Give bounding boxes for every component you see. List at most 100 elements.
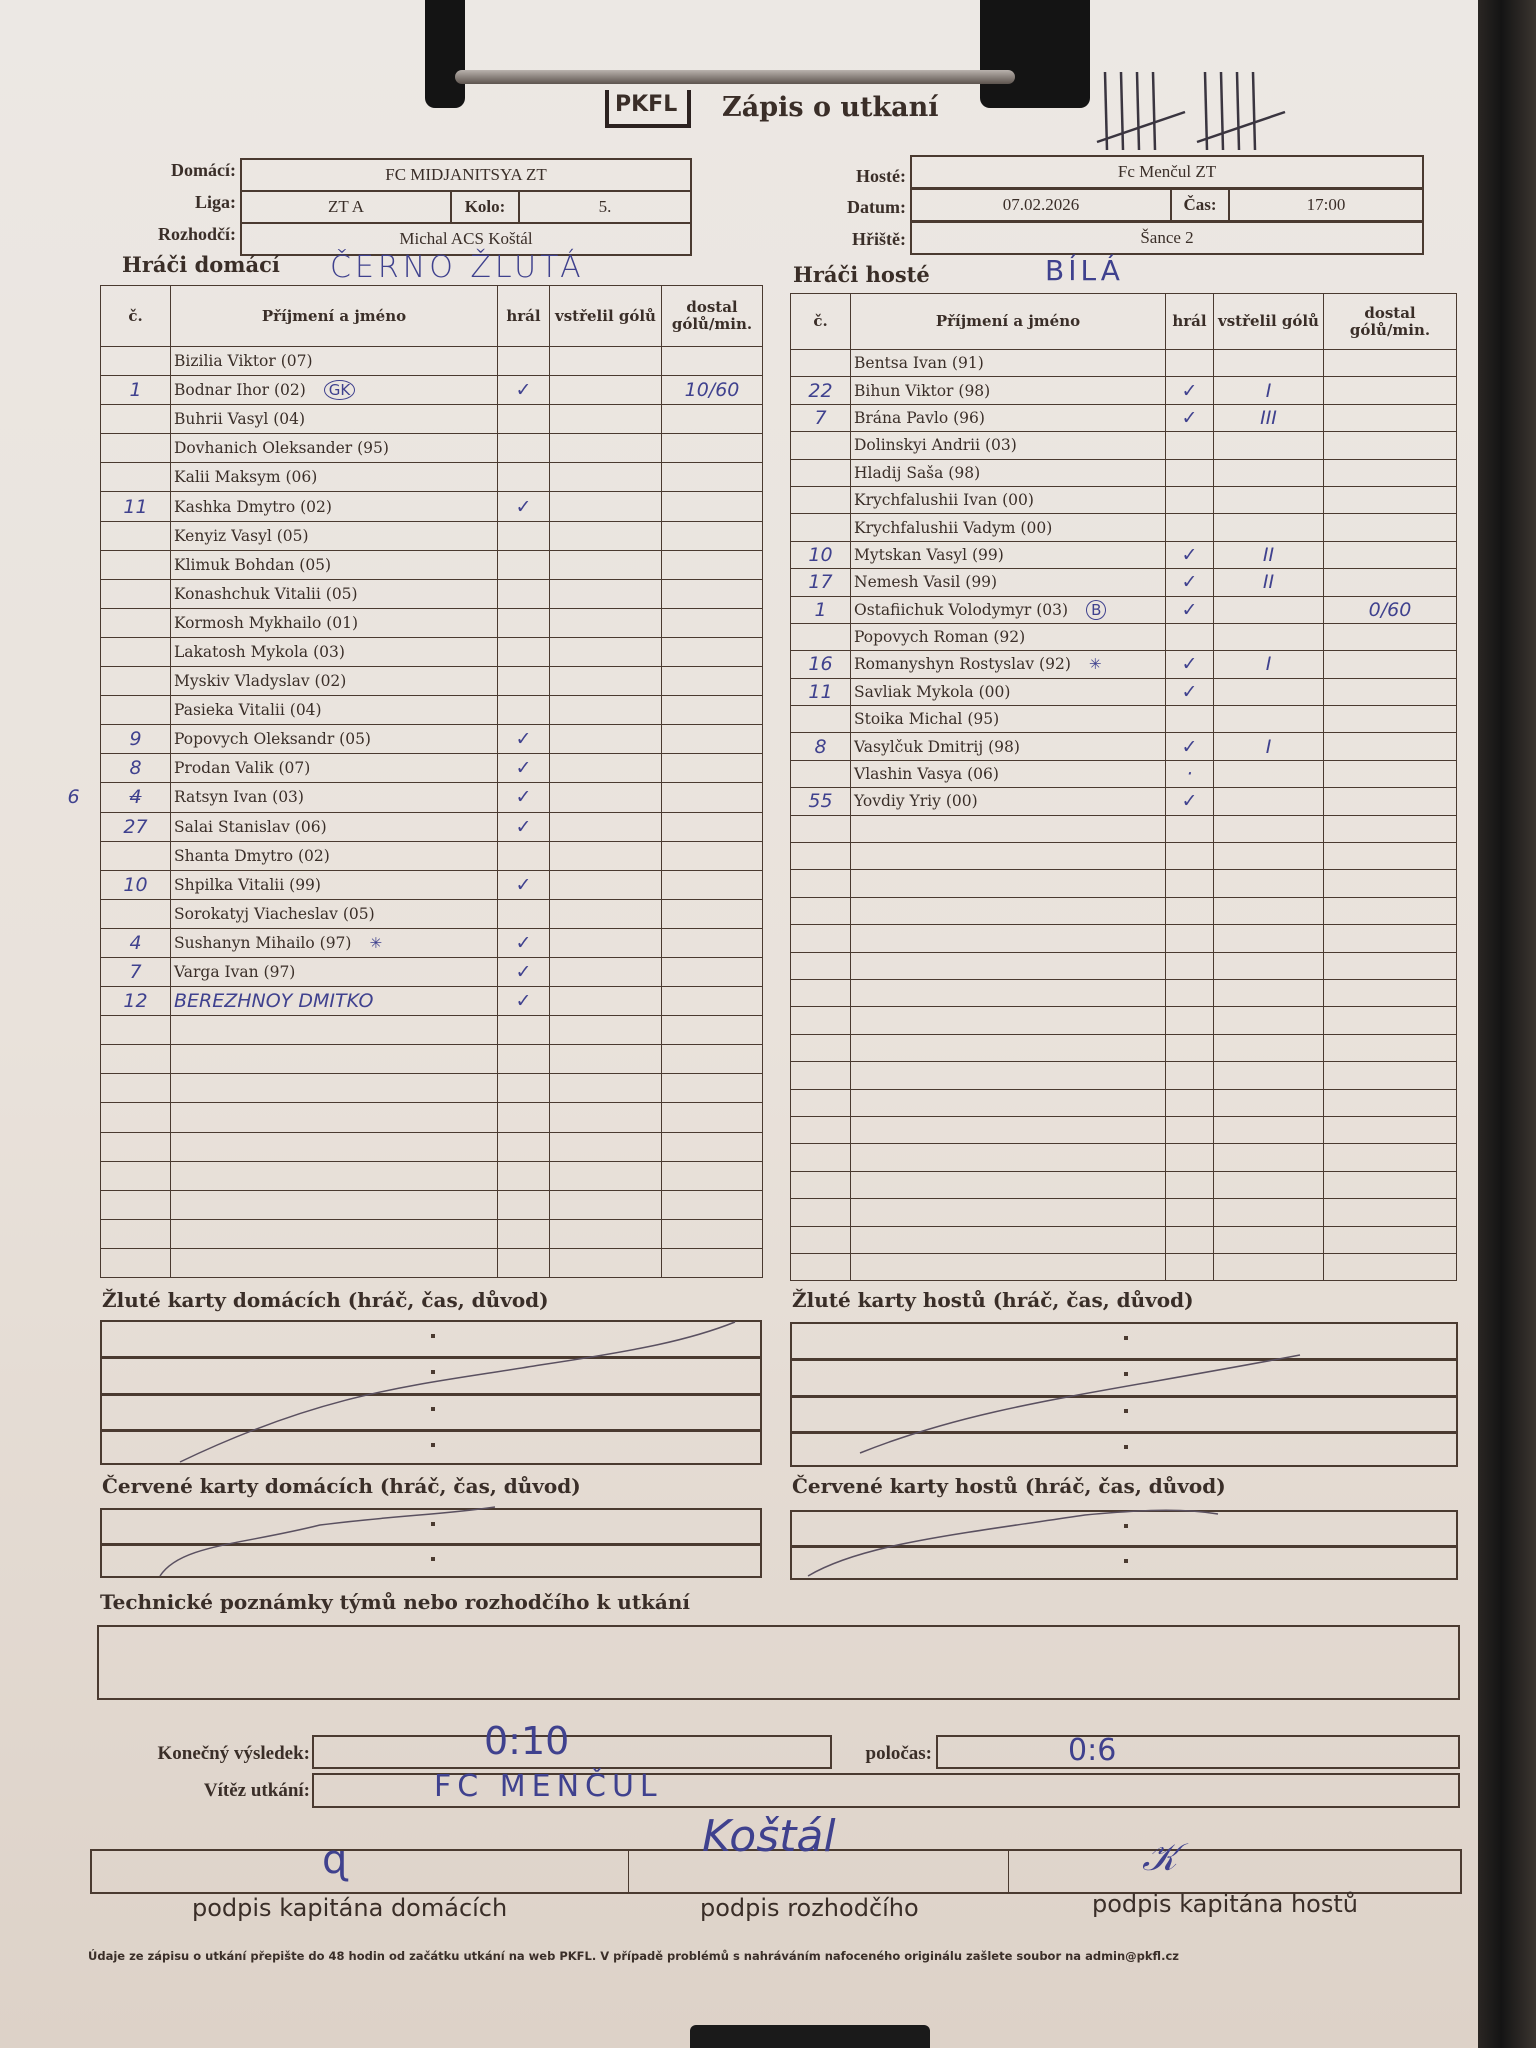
goals-scored-cell[interactable]: [549, 927, 662, 958]
played-mark-cell[interactable]: [1165, 1198, 1214, 1227]
goals-scored-cell[interactable]: [1213, 677, 1324, 707]
goals-conceded-cell[interactable]: [1323, 677, 1457, 707]
goals-scored-cell[interactable]: [1213, 1115, 1324, 1145]
played-mark-cell[interactable]: [1165, 1088, 1214, 1117]
played-mark-cell[interactable]: [497, 1015, 550, 1046]
player-row[interactable]: Stoika Michal (95): [790, 705, 1457, 734]
player-row[interactable]: [790, 1088, 1457, 1117]
goals-scored-cell[interactable]: [549, 1218, 662, 1249]
player-number-cell[interactable]: 1: [790, 595, 851, 624]
player-number-cell[interactable]: [790, 1198, 851, 1227]
player-name-cell[interactable]: [170, 1218, 498, 1249]
player-name-cell[interactable]: [850, 842, 1166, 871]
league-field[interactable]: ZT A: [240, 190, 452, 224]
goals-conceded-cell[interactable]: [661, 1015, 763, 1046]
player-row[interactable]: [790, 1115, 1457, 1145]
goals-conceded-cell[interactable]: [1323, 1088, 1457, 1117]
player-number-cell[interactable]: [790, 814, 851, 844]
player-row[interactable]: 7 Varga Ivan (97) ✓: [100, 956, 763, 988]
goals-conceded-cell[interactable]: [1323, 513, 1457, 542]
goals-conceded-cell[interactable]: [661, 345, 763, 377]
player-name-cell[interactable]: Savliak Mykola (00): [850, 677, 1166, 707]
goals-scored-cell[interactable]: [1213, 705, 1324, 734]
player-row[interactable]: [790, 1033, 1457, 1063]
played-mark-cell[interactable]: [1165, 513, 1214, 542]
played-mark-cell[interactable]: [1165, 978, 1214, 1008]
goals-conceded-cell[interactable]: [1323, 814, 1457, 844]
goals-scored-cell[interactable]: [549, 1073, 662, 1104]
player-name-cell[interactable]: [170, 1102, 498, 1133]
home-captain-signature[interactable]: ɋ: [322, 1837, 348, 1883]
goals-scored-cell[interactable]: [1213, 1170, 1324, 1200]
player-name-cell[interactable]: [850, 1198, 1166, 1227]
goals-conceded-cell[interactable]: [1323, 842, 1457, 871]
player-name-cell[interactable]: Dolinskyi Andrii (03): [850, 431, 1166, 460]
player-row[interactable]: 10 Mytskan Vasyl (99) ✓ II: [790, 540, 1457, 570]
player-number-cell[interactable]: [790, 978, 851, 1008]
goals-scored-cell[interactable]: [549, 375, 662, 406]
goals-scored-cell[interactable]: [1213, 1088, 1324, 1117]
goals-conceded-cell[interactable]: [661, 898, 763, 929]
goals-scored-cell[interactable]: [1213, 787, 1324, 816]
player-number-cell[interactable]: 22: [790, 376, 851, 405]
player-name-cell[interactable]: Bentsa Ivan (91): [850, 348, 1166, 378]
player-row[interactable]: Vlashin Vasya (06) ·: [790, 759, 1457, 789]
goals-scored-cell[interactable]: [1213, 1006, 1324, 1035]
goals-scored-cell[interactable]: [549, 549, 662, 580]
player-row[interactable]: [100, 1189, 763, 1220]
played-mark-cell[interactable]: [1165, 1006, 1214, 1035]
goals-conceded-cell[interactable]: [661, 1073, 763, 1104]
goals-conceded-cell[interactable]: 10/60: [661, 375, 763, 406]
player-number-cell[interactable]: [790, 705, 851, 734]
goals-scored-cell[interactable]: [1213, 595, 1324, 624]
played-mark-cell[interactable]: [497, 345, 550, 377]
played-mark-cell[interactable]: [497, 1102, 550, 1133]
goals-conceded-cell[interactable]: [1323, 1198, 1457, 1227]
played-mark-cell[interactable]: ✓: [497, 811, 550, 842]
played-mark-cell[interactable]: [1165, 842, 1214, 871]
goals-scored-cell[interactable]: [549, 1247, 662, 1279]
player-name-cell[interactable]: Brána Pavlo (96): [850, 403, 1166, 433]
goals-scored-cell[interactable]: [549, 840, 662, 871]
player-row[interactable]: Buhrii Vasyl (04): [100, 404, 763, 435]
goals-conceded-cell[interactable]: [1323, 759, 1457, 789]
goals-conceded-cell[interactable]: [1323, 431, 1457, 460]
goals-conceded-cell[interactable]: [661, 724, 763, 755]
goals-scored-cell[interactable]: [549, 753, 662, 784]
goals-conceded-cell[interactable]: [661, 578, 763, 609]
player-number-cell[interactable]: [790, 622, 851, 652]
player-name-cell[interactable]: [850, 951, 1166, 980]
played-mark-cell[interactable]: ✓: [497, 782, 550, 813]
player-number-cell[interactable]: 11: [100, 491, 171, 522]
player-name-cell[interactable]: Bodnar Ihor (02) GK: [170, 375, 498, 406]
played-mark-cell[interactable]: [1165, 896, 1214, 926]
goals-scored-cell[interactable]: [549, 1015, 662, 1046]
goals-scored-cell[interactable]: [1213, 842, 1324, 871]
goals-conceded-cell[interactable]: [1323, 787, 1457, 816]
player-name-cell[interactable]: Kormosh Mykhailo (01): [170, 607, 498, 638]
goals-scored-cell[interactable]: [549, 462, 662, 493]
player-number-cell[interactable]: [100, 695, 171, 726]
player-number-cell[interactable]: 4: [100, 927, 171, 958]
player-number-cell[interactable]: [100, 1073, 171, 1104]
goals-conceded-cell[interactable]: [1323, 540, 1457, 570]
goals-conceded-cell[interactable]: [661, 1189, 763, 1220]
played-mark-cell[interactable]: [497, 840, 550, 871]
goals-conceded-cell[interactable]: [1323, 896, 1457, 926]
player-name-cell[interactable]: [170, 1073, 498, 1104]
goals-scored-cell[interactable]: [549, 1189, 662, 1220]
red-cards-away-box[interactable]: [790, 1510, 1458, 1580]
played-mark-cell[interactable]: ✓: [1165, 677, 1214, 707]
goals-scored-cell[interactable]: [1213, 1252, 1324, 1282]
player-name-cell[interactable]: Mytskan Vasyl (99): [850, 540, 1166, 570]
played-mark-cell[interactable]: ✓: [1165, 650, 1214, 679]
goals-conceded-cell[interactable]: [661, 549, 763, 580]
played-mark-cell[interactable]: ✓: [1165, 568, 1214, 597]
player-number-cell[interactable]: [100, 1218, 171, 1249]
player-name-cell[interactable]: Shpilka Vitalii (99): [170, 869, 498, 900]
player-row[interactable]: 12 BEREZHNOY DMITKO ✓: [100, 986, 763, 1017]
played-mark-cell[interactable]: [1165, 705, 1214, 734]
player-name-cell[interactable]: Bihun Viktor (98): [850, 376, 1166, 405]
player-name-cell[interactable]: Nemesh Vasil (99): [850, 568, 1166, 597]
goals-scored-cell[interactable]: [549, 607, 662, 638]
